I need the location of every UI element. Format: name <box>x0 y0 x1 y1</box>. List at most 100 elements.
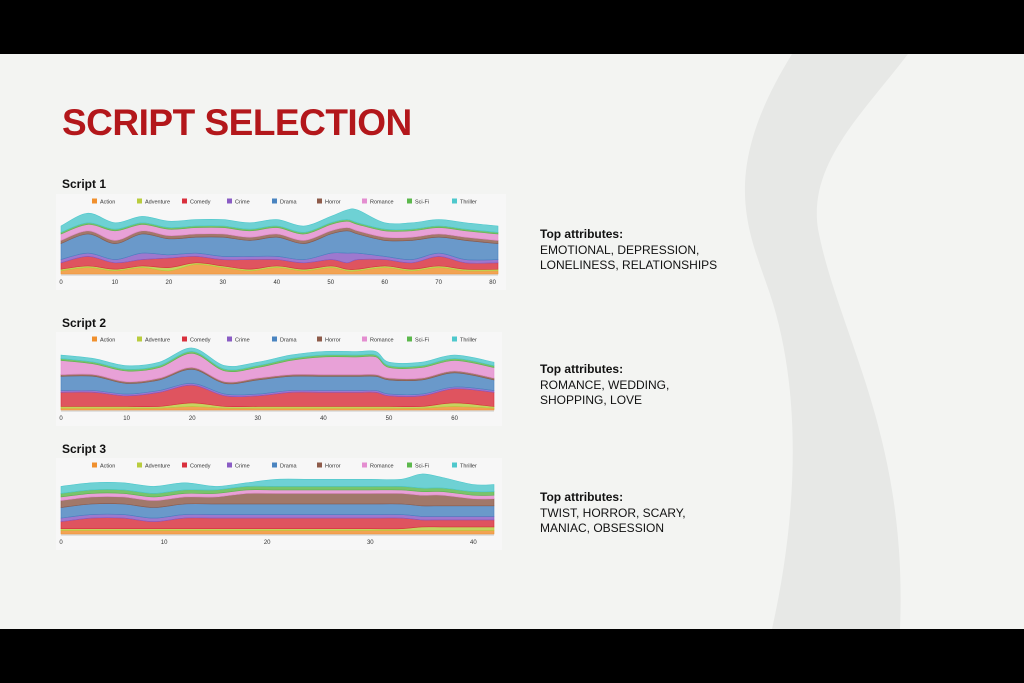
x-tick-label: 50 <box>386 416 393 422</box>
script-1-title: Script 1 <box>62 177 107 191</box>
x-tick-label: 0 <box>59 416 63 422</box>
x-tick-label: 60 <box>451 416 458 422</box>
legend-swatch-thriller <box>452 198 457 204</box>
x-tick-label: 20 <box>166 280 173 286</box>
legend-label-sci-fi: Sci-Fi <box>415 464 429 470</box>
stacked-area-svg: Action Adventure Comedy Crime Drama Horror Rom… <box>59 336 495 422</box>
attributes-line-2: SHOPPING, LOVE <box>540 393 643 407</box>
page-title: SCRIPT SELECTION <box>62 102 412 143</box>
legend-swatch-crime <box>227 198 232 204</box>
legend-swatch-horror <box>317 336 322 342</box>
legend-swatch-romance <box>362 336 367 342</box>
legend: Action Adventure Comedy Crime Drama Horror Rom… <box>92 198 477 206</box>
x-tick-label: 40 <box>273 280 280 286</box>
legend-swatch-comedy <box>182 336 187 342</box>
legend-swatch-action <box>92 462 97 468</box>
x-tick-label: 40 <box>470 540 477 546</box>
legend-swatch-sci-fi <box>407 198 412 204</box>
legend-label-romance: Romance <box>370 464 394 470</box>
x-tick-label: 20 <box>189 416 196 422</box>
legend-swatch-thriller <box>452 462 457 468</box>
legend-label-sci-fi: Sci-Fi <box>415 200 429 206</box>
x-tick-label: 10 <box>123 416 130 422</box>
legend-swatch-horror <box>317 462 322 468</box>
legend-label-romance: Romance <box>370 338 394 344</box>
area-thriller <box>60 208 499 233</box>
legend-label-thriller: Thriller <box>460 464 477 470</box>
attributes-line-1: ROMANCE, WEDDING, <box>540 377 670 392</box>
attributes-line-2: LONELINESS, RELATIONSHIPS <box>540 258 718 272</box>
legend-swatch-crime <box>227 462 232 468</box>
legend-label-adventure: Adventure <box>145 200 170 206</box>
x-tick-label: 80 <box>489 280 496 286</box>
x-tick-label: 30 <box>367 540 374 546</box>
x-tick-label: 0 <box>59 280 63 286</box>
legend-label-comedy: Comedy <box>190 200 211 206</box>
legend-swatch-thriller <box>452 336 457 342</box>
script-1-attributes: Top attributes: EMOTIONAL, DEPRESSION, L… <box>540 227 717 274</box>
attributes-line-1: TWIST, HORROR, SCARY, <box>540 505 686 520</box>
legend-swatch-comedy <box>182 198 187 204</box>
script-3-chart[interactable]: Action Adventure Comedy Crime Drama Horror Rom… <box>56 458 502 550</box>
legend-swatch-romance <box>362 462 367 468</box>
swoosh-band <box>744 54 908 629</box>
legend-label-drama: Drama <box>280 200 297 206</box>
script-1-chart[interactable]: Action Adventure Comedy Crime Drama Horror Rom… <box>56 194 506 290</box>
legend-swatch-sci-fi <box>407 462 412 468</box>
legend-swatch-crime <box>227 336 232 342</box>
stacked-area-svg: Action Adventure Comedy Crime Drama Horror Rom… <box>59 462 495 546</box>
legend-label-horror: Horror <box>325 464 341 470</box>
slide: SCRIPT SELECTION Script 1 Action Adventur… <box>0 54 1024 629</box>
legend-swatch-drama <box>272 198 277 204</box>
x-tick-label: 30 <box>220 280 227 286</box>
legend-label-crime: Crime <box>235 200 250 206</box>
legend-swatch-action <box>92 198 97 204</box>
attributes-heading: Top attributes: <box>540 490 624 504</box>
legend-swatch-romance <box>362 198 367 204</box>
area-action <box>60 530 495 535</box>
legend-label-romance: Romance <box>370 200 394 206</box>
legend-label-action: Action <box>100 464 115 470</box>
script-3-attributes: Top attributes: TWIST, HORROR, SCARY, MA… <box>540 490 686 537</box>
legend-label-drama: Drama <box>280 338 297 344</box>
x-tick-label: 50 <box>327 280 334 286</box>
legend-label-horror: Horror <box>325 200 341 206</box>
legend-label-adventure: Adventure <box>145 464 170 470</box>
x-tick-label: 30 <box>254 416 261 422</box>
script-2-chart[interactable]: Action Adventure Comedy Crime Drama Horror Rom… <box>56 332 502 426</box>
area-thriller <box>60 473 495 494</box>
background-swoosh <box>744 54 908 629</box>
legend-swatch-adventure <box>137 462 142 468</box>
attributes-line-1: EMOTIONAL, DEPRESSION, <box>540 242 700 257</box>
legend: Action Adventure Comedy Crime Drama Horror Rom… <box>92 462 477 470</box>
x-tick-label: 0 <box>59 540 63 546</box>
x-tick-label: 10 <box>161 540 168 546</box>
legend-label-crime: Crime <box>235 338 250 344</box>
legend-label-comedy: Comedy <box>190 338 211 344</box>
x-tick-label: 40 <box>320 416 327 422</box>
area-thriller <box>60 347 495 371</box>
x-tick-label: 60 <box>381 280 388 286</box>
legend-label-action: Action <box>100 338 115 344</box>
x-tick-label: 20 <box>264 540 271 546</box>
legend-label-thriller: Thriller <box>460 338 477 344</box>
legend-label-drama: Drama <box>280 464 297 470</box>
script-2-attributes: Top attributes: ROMANCE, WEDDING, SHOPPI… <box>540 362 669 409</box>
x-tick-label: 70 <box>435 280 442 286</box>
attributes-heading: Top attributes: <box>540 362 624 376</box>
legend-label-horror: Horror <box>325 338 341 344</box>
attributes-heading: Top attributes: <box>540 227 624 241</box>
legend-swatch-comedy <box>182 462 187 468</box>
script-3-title: Script 3 <box>62 442 107 456</box>
x-tick-label: 10 <box>112 280 119 286</box>
legend-label-thriller: Thriller <box>460 200 477 206</box>
legend: Action Adventure Comedy Crime Drama Horror Rom… <box>92 336 477 344</box>
legend-label-action: Action <box>100 200 115 206</box>
legend-label-comedy: Comedy <box>190 464 211 470</box>
attributes-line-2: MANIAC, OBSESSION <box>540 521 665 535</box>
legend-swatch-action <box>92 336 97 342</box>
legend-swatch-drama <box>272 336 277 342</box>
legend-swatch-horror <box>317 198 322 204</box>
script-2-title: Script 2 <box>62 316 107 330</box>
legend-swatch-drama <box>272 462 277 468</box>
